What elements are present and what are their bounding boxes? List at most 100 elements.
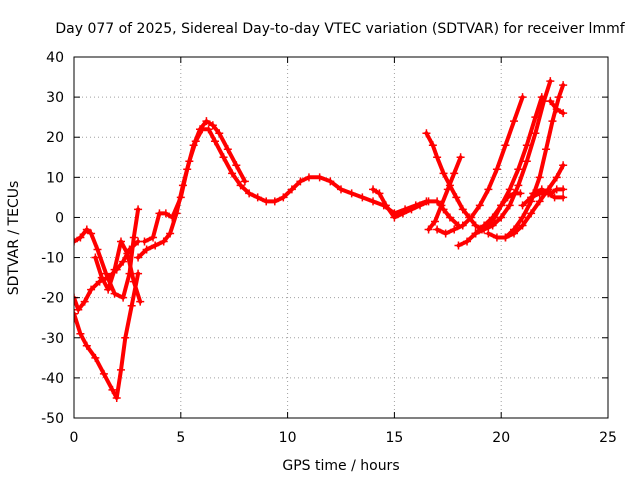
satellite-track-6 <box>140 117 249 246</box>
data-point <box>398 209 407 218</box>
series-line <box>426 155 463 232</box>
data-point <box>108 385 117 394</box>
data-point <box>535 197 544 206</box>
series-line <box>93 239 143 304</box>
series-line <box>456 95 544 248</box>
data-point <box>514 181 523 190</box>
data-point <box>488 213 497 222</box>
series-line <box>74 271 141 400</box>
data-point <box>559 185 568 194</box>
data-point <box>210 137 219 146</box>
data-point <box>82 341 91 350</box>
data-point <box>480 225 489 234</box>
data-point <box>337 185 345 194</box>
data-point <box>505 201 514 210</box>
y-axis-label: SDTVAR / TECUs <box>6 181 22 296</box>
data-point <box>518 201 527 210</box>
satellite-track-17 <box>529 185 568 198</box>
series-line <box>435 95 525 236</box>
data-point <box>358 193 367 202</box>
data-point <box>450 169 459 178</box>
data-point <box>463 237 472 246</box>
data-point <box>552 105 561 114</box>
x-tick-label: 0 <box>70 430 79 446</box>
data-point <box>204 125 213 134</box>
plot-frame <box>73 56 609 419</box>
data-point <box>437 201 446 210</box>
grid <box>74 57 608 418</box>
data-point <box>450 225 459 234</box>
data-point <box>151 241 160 250</box>
data-point <box>236 181 245 190</box>
data-point <box>542 145 551 154</box>
data-point <box>467 213 476 222</box>
data-point <box>176 193 185 202</box>
data-point <box>550 193 559 202</box>
data-point <box>433 197 442 206</box>
data-point <box>548 117 557 126</box>
data-point <box>97 273 106 282</box>
data-point <box>497 213 506 222</box>
data-point <box>202 117 211 126</box>
data-point <box>407 205 416 214</box>
data-point <box>134 205 143 214</box>
data-point <box>136 297 145 306</box>
data-point <box>492 233 501 242</box>
axis-ticks: 0 5 10 15 20 25 -50 -40 -30 -20 -10 0 10 20 30 40 <box>41 50 617 446</box>
data-point <box>223 145 232 154</box>
y-tick-label: 20 <box>46 130 64 146</box>
data-point <box>91 353 100 362</box>
data-point <box>87 285 96 294</box>
data-point <box>304 173 313 182</box>
series-line <box>142 119 247 244</box>
y-tick-label: 0 <box>55 210 64 226</box>
data-point <box>443 185 452 194</box>
data-point <box>428 141 437 150</box>
data-point <box>433 225 442 234</box>
data-point <box>74 305 83 314</box>
data-point <box>228 169 237 178</box>
data-point <box>80 297 89 306</box>
data-point <box>127 301 136 310</box>
data-point <box>315 173 324 182</box>
data-point <box>110 289 119 298</box>
data-point <box>215 129 224 138</box>
x-axis-label: GPS time / hours <box>282 458 399 474</box>
satellite-track-7 <box>369 185 433 222</box>
data-point <box>430 217 439 226</box>
data-series <box>74 77 568 402</box>
data-point <box>505 185 514 194</box>
data-point <box>91 253 100 262</box>
data-point <box>424 225 433 234</box>
y-tick-label: 10 <box>46 170 64 186</box>
data-point <box>279 193 288 202</box>
series-line <box>503 163 566 240</box>
data-point <box>454 241 463 250</box>
series-line <box>473 79 553 236</box>
data-point <box>501 233 510 242</box>
data-point <box>441 229 450 238</box>
data-point <box>518 93 527 102</box>
data-point <box>369 197 378 206</box>
satellite-track-11 <box>454 93 546 250</box>
data-point <box>514 165 523 174</box>
data-point <box>166 229 175 238</box>
data-point <box>369 185 378 194</box>
data-point <box>93 245 102 254</box>
data-point <box>129 233 138 242</box>
series-line <box>136 127 461 260</box>
data-point <box>232 161 241 170</box>
data-point <box>510 117 519 126</box>
data-point <box>535 173 544 182</box>
data-point <box>546 189 555 198</box>
data-point <box>518 213 527 222</box>
data-point <box>531 129 540 138</box>
data-point <box>240 177 249 186</box>
data-point <box>347 189 356 198</box>
y-tick-label: -20 <box>41 291 64 307</box>
data-point <box>245 189 254 198</box>
y-tick-label: -50 <box>41 411 64 427</box>
data-point <box>110 265 119 274</box>
data-point <box>559 81 568 90</box>
data-point <box>488 221 497 230</box>
